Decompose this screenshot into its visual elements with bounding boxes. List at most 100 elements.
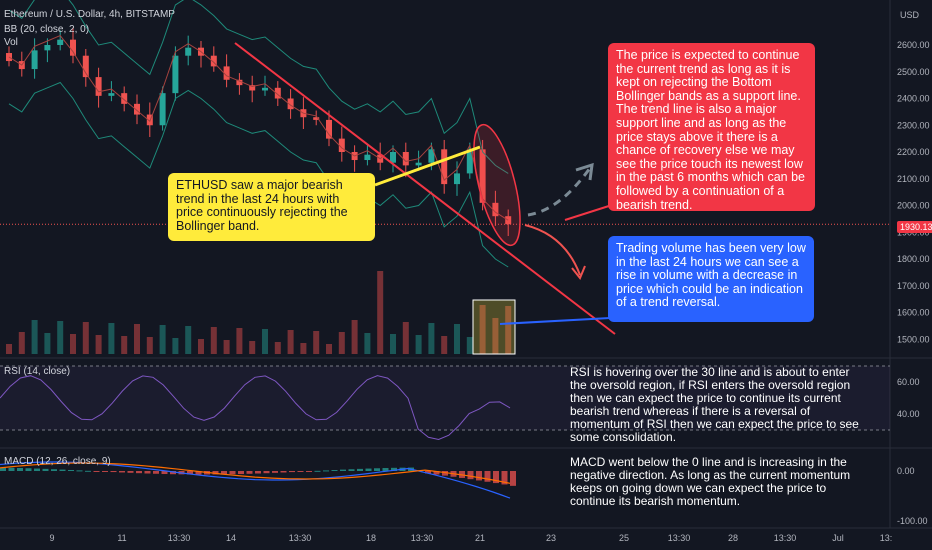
macd-histogram-bar	[289, 471, 295, 473]
volume-bar	[300, 343, 307, 354]
volume-bar	[44, 333, 51, 354]
macd-histogram-bar	[442, 471, 448, 476]
price-tick-label: 2200.00	[897, 147, 930, 157]
volume-bar	[326, 344, 332, 354]
volume-bar	[18, 332, 25, 354]
candle-body	[492, 202, 499, 217]
volume-bar	[121, 336, 128, 354]
macd-histogram-bar	[0, 467, 6, 471]
volume-bar	[377, 271, 384, 354]
volume-highlight-box	[472, 299, 516, 355]
candle-body	[185, 47, 192, 56]
macd-indicator-label[interactable]: MACD (12, 26, close, 9)	[4, 456, 111, 467]
candle-body	[428, 149, 435, 163]
volume-bar	[159, 325, 166, 354]
bb-indicator-label[interactable]: BB (20, close, 2, 0)	[4, 24, 90, 35]
macd-histogram-bar	[42, 468, 49, 471]
macd-histogram-bar	[17, 468, 23, 471]
macd-histogram-bar	[348, 469, 355, 471]
candle-body	[134, 103, 140, 115]
volume-bar	[415, 335, 422, 354]
bearish-trendline	[234, 42, 616, 335]
macd-histogram-bar	[476, 471, 482, 481]
price-tick-label: 1500.00	[897, 334, 930, 344]
price-tick-label: 2600.00	[897, 40, 930, 50]
volume-bar	[364, 333, 371, 354]
volume-bar	[390, 334, 396, 354]
macd-histogram-bar	[221, 471, 227, 475]
macd-histogram-bar	[280, 471, 287, 473]
time-tick-label: 21	[475, 533, 485, 543]
price-tick-label: 1600.00	[897, 308, 930, 318]
candle-body	[274, 87, 281, 99]
time-tick-label: 9	[49, 533, 54, 543]
candle-body	[31, 50, 38, 70]
price-tick-label: 2400.00	[897, 94, 930, 104]
rsi-line	[0, 375, 511, 441]
candle-body	[364, 154, 371, 161]
macd-histogram-bar	[433, 471, 440, 475]
macd-histogram-bar	[34, 468, 40, 471]
macd-histogram-bar	[357, 468, 363, 471]
rsi-indicator-label[interactable]: RSI (14, close)	[4, 366, 71, 377]
candle-body	[95, 77, 102, 96]
macd-histogram-bar	[144, 471, 151, 474]
candle-body	[313, 117, 320, 120]
macd-histogram-bar	[212, 471, 219, 475]
candle-body	[223, 66, 230, 80]
time-tick-label: 13:30	[668, 533, 691, 543]
volume-bar	[479, 305, 486, 354]
volume-bar	[313, 331, 320, 354]
time-tick-label: 13:30	[411, 533, 434, 543]
candle-body	[287, 98, 294, 110]
bollinger-lower-band	[8, 81, 509, 268]
candle-body	[70, 39, 76, 56]
candle-body	[236, 79, 243, 86]
macd-histogram-bar	[484, 471, 491, 482]
candle-body	[121, 93, 128, 104]
time-tick-label: Jul	[832, 533, 844, 543]
candle-body	[479, 149, 486, 203]
macd-histogram-bar	[127, 471, 134, 473]
volume-bar	[108, 323, 115, 354]
macd-histogram-bar	[229, 471, 236, 475]
candle-body	[390, 152, 396, 163]
volume-bar	[95, 335, 102, 354]
candle-body	[402, 152, 409, 166]
volume-bar	[262, 329, 268, 354]
macd-histogram-bar	[51, 469, 57, 471]
candle-body	[44, 45, 51, 51]
macd-histogram-bar	[119, 471, 125, 473]
symbol-title: Ethereum / U.S. Dollar, 4h, BITSTAMP	[4, 9, 175, 20]
volume-bar	[338, 332, 345, 354]
macd-histogram-bar	[297, 471, 304, 472]
macd-histogram-bar	[161, 471, 168, 475]
volume-bar	[172, 338, 179, 354]
volume-bar	[134, 324, 140, 354]
candle-body	[210, 55, 217, 67]
volume-bar	[198, 339, 204, 354]
bollinger-upper-band	[8, 0, 509, 174]
candle-body	[57, 39, 64, 45]
candle-body	[454, 173, 460, 185]
time-tick-label: 13:	[880, 533, 893, 543]
yellow-annotation: ETHUSD saw a major bearish trend in the …	[168, 173, 375, 241]
macd-histogram-bar	[153, 471, 159, 474]
signal-line	[0, 462, 511, 484]
macd-tick-label: 0.00	[897, 466, 915, 476]
macd-histogram-bar	[76, 470, 83, 472]
price-tick-label: 2000.00	[897, 201, 930, 211]
price-tick-label: 1700.00	[897, 281, 930, 291]
macd-histogram-bar	[391, 467, 397, 471]
bearish-arrowhead	[571, 265, 586, 280]
time-tick-label: 13:30	[774, 533, 797, 543]
volume-bar	[428, 323, 435, 354]
volume-indicator-label[interactable]: Vol	[4, 37, 18, 48]
macd-histogram-bar	[110, 471, 117, 473]
macd-histogram-bar	[246, 471, 253, 474]
bearish-arrow	[524, 224, 581, 276]
macd-line	[0, 461, 511, 499]
macd-histogram-bar	[340, 469, 346, 471]
candle-body	[326, 119, 332, 139]
